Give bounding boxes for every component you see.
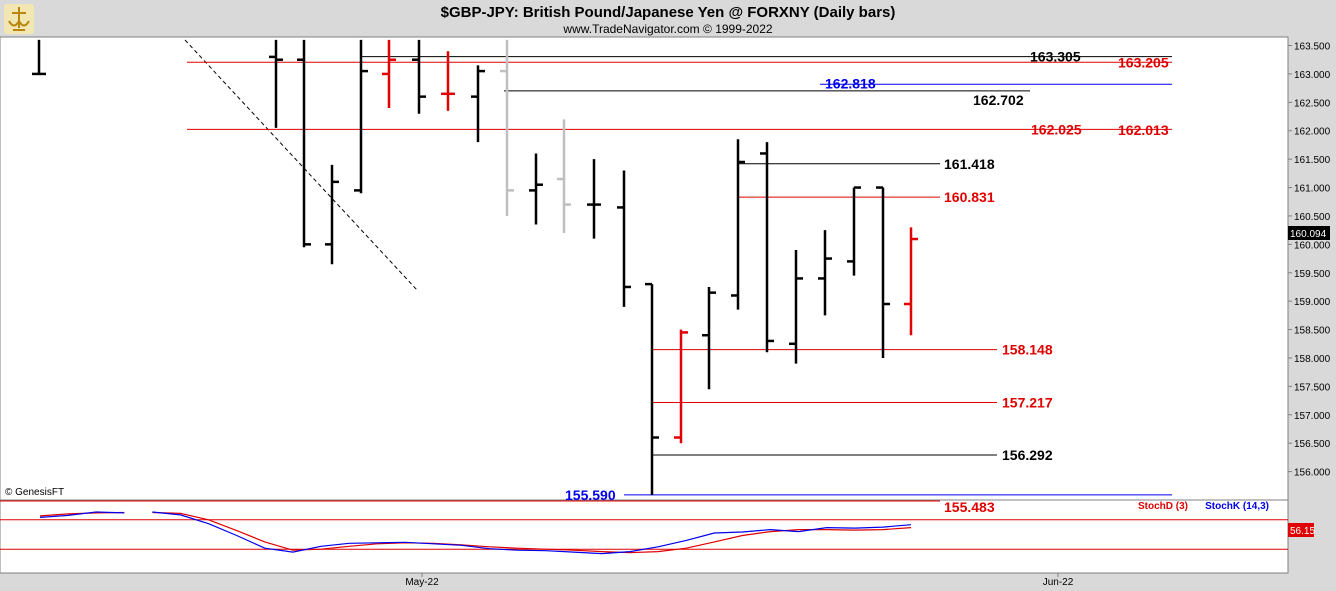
chart-frame xyxy=(0,36,1289,574)
y-tick-label: 163.500 xyxy=(1294,42,1331,53)
level-label: 161.418 xyxy=(944,156,995,172)
watermark: © GenesisFT xyxy=(5,487,64,498)
level-label: 155.590 xyxy=(565,487,616,503)
price-levels: 163.305 163.205 162.818 162.702 162.025 162.0… xyxy=(0,49,1172,515)
current-price-tag: 160.094 xyxy=(1288,226,1330,240)
ohlc-bar xyxy=(325,164,339,265)
y-tick-label: 157.000 xyxy=(1294,411,1331,422)
y-tick-label: 160.000 xyxy=(1294,240,1331,251)
level-label: 162.702 xyxy=(973,92,1024,108)
ohlc-bar xyxy=(789,250,803,364)
price-panel xyxy=(0,36,1289,501)
stoch-d-legend: StochD (3) xyxy=(1138,501,1188,512)
level-label: 162.013 xyxy=(1118,122,1169,138)
level-label: 163.205 xyxy=(1118,54,1169,70)
x-tick-label: Jun-22 xyxy=(1043,577,1074,588)
ohlc-bar xyxy=(760,142,774,353)
y-tick-label: 159.500 xyxy=(1294,269,1331,280)
ohlc-bar xyxy=(904,227,918,336)
stoch-panel-bg xyxy=(0,499,1289,574)
price-bars xyxy=(32,39,918,495)
ohlc-bar xyxy=(500,39,514,216)
logo-icon xyxy=(4,4,34,34)
ohlc-bar xyxy=(674,329,688,444)
y-tick-label: 162.500 xyxy=(1294,98,1331,109)
y-tick-label: 156.000 xyxy=(1294,468,1331,479)
level-label: 156.292 xyxy=(1002,447,1053,463)
y-tick-label: 158.000 xyxy=(1294,354,1331,365)
stoch-legend: StochD (3) StochK (14,3) xyxy=(1138,501,1269,512)
trend-line xyxy=(184,39,418,291)
ohlc-bar xyxy=(471,65,485,143)
y-tick-label: 158.500 xyxy=(1294,326,1331,337)
y-tick-label: 162.000 xyxy=(1294,127,1331,138)
ohlc-bar xyxy=(529,153,543,225)
ohlc-bar xyxy=(297,39,311,248)
stoch-k-legend: StochK (14,3) xyxy=(1205,501,1269,512)
trendline-segment xyxy=(184,39,418,291)
ohlc-bar xyxy=(441,51,455,111)
level-label: 163.305 xyxy=(1030,49,1081,65)
stoch-value-label: 56.15 xyxy=(1290,526,1315,537)
ohlc-bar xyxy=(818,230,832,316)
ohlc-bar xyxy=(354,39,368,194)
ohlc-bar xyxy=(587,159,601,239)
level-label: 162.025 xyxy=(1031,121,1082,137)
level-label: 157.217 xyxy=(1002,394,1053,410)
date-axis: May-22 Jun-22 xyxy=(405,573,1074,588)
price-axis: 156.000 156.500 157.000 157.500 158.000 158.5… xyxy=(1288,42,1331,479)
ohlc-bar xyxy=(702,286,716,390)
stochastic-panel xyxy=(0,511,1288,555)
y-tick-label: 159.000 xyxy=(1294,297,1331,308)
level-label: 162.818 xyxy=(825,75,876,91)
x-tick-label: May-22 xyxy=(405,577,439,588)
ohlc-bar xyxy=(557,119,571,233)
ohlc-bar xyxy=(876,186,890,358)
y-tick-label: 156.500 xyxy=(1294,439,1331,450)
ohlc-bar xyxy=(269,39,283,128)
y-tick-label: 160.500 xyxy=(1294,212,1331,223)
ohlc-bar xyxy=(731,139,745,310)
level-label: 155.483 xyxy=(944,499,995,515)
ohlc-bar xyxy=(645,282,659,495)
level-label: 158.148 xyxy=(1002,342,1053,358)
current-price-label: 160.094 xyxy=(1290,229,1327,240)
ohlc-bar xyxy=(412,39,426,114)
y-tick-label: 157.500 xyxy=(1294,382,1331,393)
y-tick-label: 163.000 xyxy=(1294,70,1331,81)
source-credit: www.TradeNavigator.com © 1999-2022 xyxy=(562,22,772,36)
y-tick-label: 161.000 xyxy=(1294,184,1331,195)
ohlc-bar xyxy=(32,39,46,76)
ohlc-bar xyxy=(847,186,861,276)
ohlc-bar xyxy=(382,39,396,109)
ohlc-bar xyxy=(617,170,631,307)
stoch-value-tag: 56.15 xyxy=(1288,523,1315,537)
level-label: 160.831 xyxy=(944,189,995,205)
chart-title: $GBP-JPY: British Pound/Japanese Yen @ F… xyxy=(441,4,896,21)
stoch-k-line xyxy=(39,511,912,555)
y-tick-label: 161.500 xyxy=(1294,155,1331,166)
